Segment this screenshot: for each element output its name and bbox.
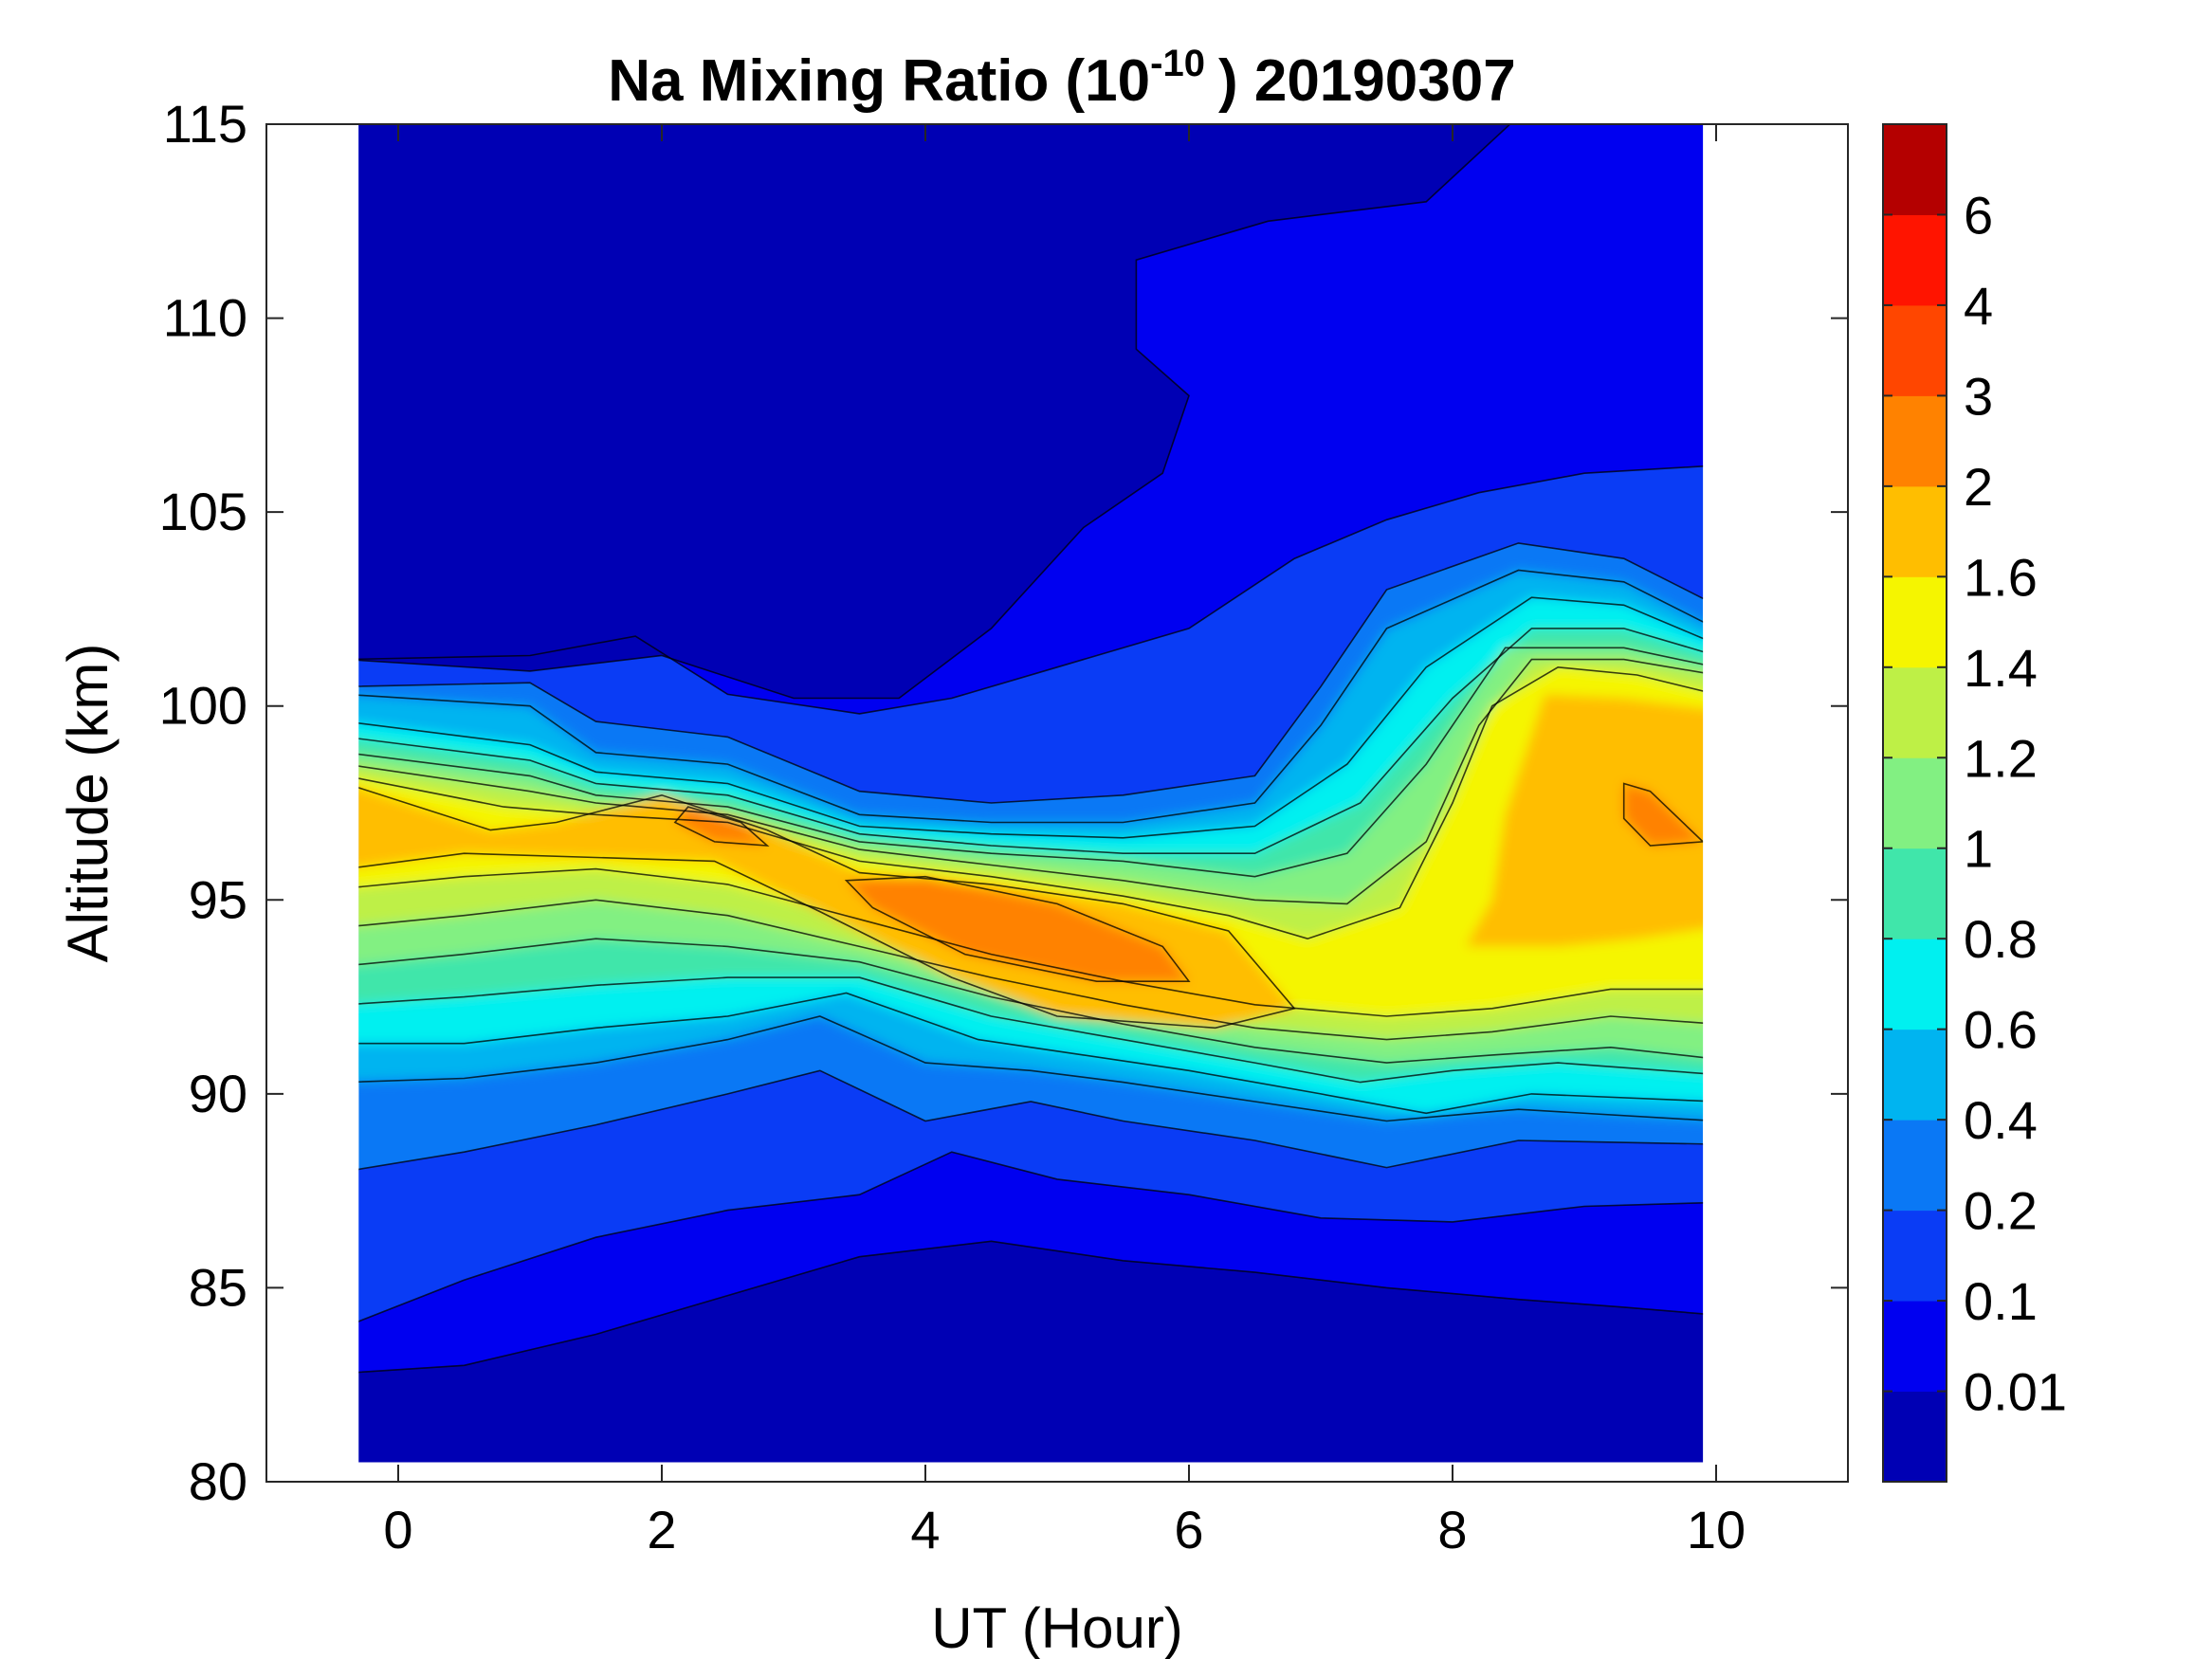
contour-line xyxy=(358,1069,1704,1171)
x-tick-label: 0 xyxy=(383,1500,412,1559)
axes-frame xyxy=(265,123,1849,1483)
x-tick-label: 6 xyxy=(1174,1500,1203,1559)
y-tick-label: 105 xyxy=(159,482,247,541)
contour-line xyxy=(1622,782,1704,847)
colorbar-label: 1.4 xyxy=(1964,638,2038,698)
contour-line xyxy=(358,569,1704,1122)
contour-line xyxy=(358,628,1704,1084)
contour-line xyxy=(673,806,770,847)
y-tick-label: 95 xyxy=(189,869,247,929)
colorbar-label: 0.01 xyxy=(1964,1362,2067,1422)
contour-line xyxy=(358,542,1704,804)
band-upper-0.2 xyxy=(358,465,1704,803)
colorbar-segment xyxy=(1883,757,1947,849)
band-1.6-right xyxy=(1465,694,1704,947)
colorbar-segment xyxy=(1883,304,1947,396)
colorbar-label: 0.8 xyxy=(1964,909,2038,969)
chart-title: Na Mixing Ratio (10-10 ) 20190307 xyxy=(608,43,1515,114)
colorbar-label: 4 xyxy=(1964,276,1993,336)
colorbar-frame xyxy=(1882,123,1947,1483)
colorbar-label: 0.1 xyxy=(1964,1271,2038,1331)
contour-lines xyxy=(358,124,1704,1374)
colorbar-segment xyxy=(1883,1301,1947,1393)
colorbar-segment xyxy=(1883,1391,1947,1483)
colorbar-segment xyxy=(1883,1120,1947,1212)
colorbar-segment xyxy=(1883,939,1947,1030)
contour-line xyxy=(358,124,1511,700)
contour-line xyxy=(358,658,1704,1041)
contour-line xyxy=(358,465,1704,715)
y-tick-label: 110 xyxy=(163,288,247,348)
band-low-0.1 xyxy=(358,1152,1704,1373)
colorbar: 0.01 0.1 0.2 0.4 0.6 0.8 1 1.2 1.4 1.6 2 3 4 6 xyxy=(1882,123,2067,1483)
band-1.4 xyxy=(358,666,1704,1016)
band-upper-0.01 xyxy=(358,124,1510,699)
y-tick-label: 85 xyxy=(189,1257,247,1317)
colorbar-segment xyxy=(1883,1210,1947,1302)
colorbar-segment xyxy=(1883,1029,1947,1121)
colorbar-label: 0.2 xyxy=(1964,1181,2038,1241)
colorbar-label: 1.6 xyxy=(1964,547,2038,607)
contour-line xyxy=(844,875,1191,982)
x-tick-label: 4 xyxy=(910,1500,940,1559)
y-tick-label: 80 xyxy=(189,1451,247,1511)
band-low-0.2 xyxy=(358,1070,1704,1322)
colorbar-label: 0.6 xyxy=(1964,1000,2038,1060)
colorbar-segment xyxy=(1883,576,1947,668)
colorbar-label: 1 xyxy=(1964,819,1993,879)
contour-line xyxy=(358,596,1704,1115)
peak-main-layer xyxy=(846,876,1189,982)
y-axis: 80 85 90 95 100 105 110 115 xyxy=(159,94,1848,1511)
contour-line xyxy=(358,647,1704,1064)
colorbar-segment xyxy=(1883,395,1947,487)
colorbar-segment xyxy=(1883,485,1947,577)
peak-right xyxy=(1623,783,1704,846)
x-tick-label: 10 xyxy=(1687,1500,1746,1559)
x-tick-label: 2 xyxy=(647,1500,676,1559)
contour-field xyxy=(358,124,1704,1463)
x-axis: 0 2 4 6 8 10 xyxy=(383,124,1746,1559)
colorbar-segment xyxy=(1883,124,1947,215)
contour-line xyxy=(358,1240,1704,1374)
colorbar-label: 0.4 xyxy=(1964,1090,2038,1150)
y-tick-label: 115 xyxy=(163,94,247,154)
contour-line xyxy=(358,787,1296,1030)
y-tick-label: 100 xyxy=(159,676,247,736)
peak-upper-left xyxy=(674,807,768,846)
band-lowest-0.01 xyxy=(358,1241,1704,1463)
colorbar-segment xyxy=(1883,848,1947,939)
colorbar-label: 1.2 xyxy=(1964,728,2038,788)
colorbar-label: 3 xyxy=(1964,366,1993,426)
colorbar-segment xyxy=(1883,666,1947,758)
colorbar-segment xyxy=(1883,214,1947,306)
contour-line xyxy=(358,665,1704,1017)
title-suffix: ) 20190307 xyxy=(1218,48,1516,114)
colorbar-label: 2 xyxy=(1964,457,1993,517)
title-prefix: Na Mixing Ratio (10 xyxy=(608,48,1150,114)
x-axis-label: UT (Hour) xyxy=(931,1596,1183,1659)
title-exponent: -10 xyxy=(1150,43,1205,84)
y-axis-label: Altitude (km) xyxy=(56,644,119,963)
colorbar-label: 6 xyxy=(1964,185,1993,245)
x-tick-label: 8 xyxy=(1437,1500,1467,1559)
y-tick-label: 90 xyxy=(189,1064,247,1123)
contour-line xyxy=(358,1151,1704,1322)
